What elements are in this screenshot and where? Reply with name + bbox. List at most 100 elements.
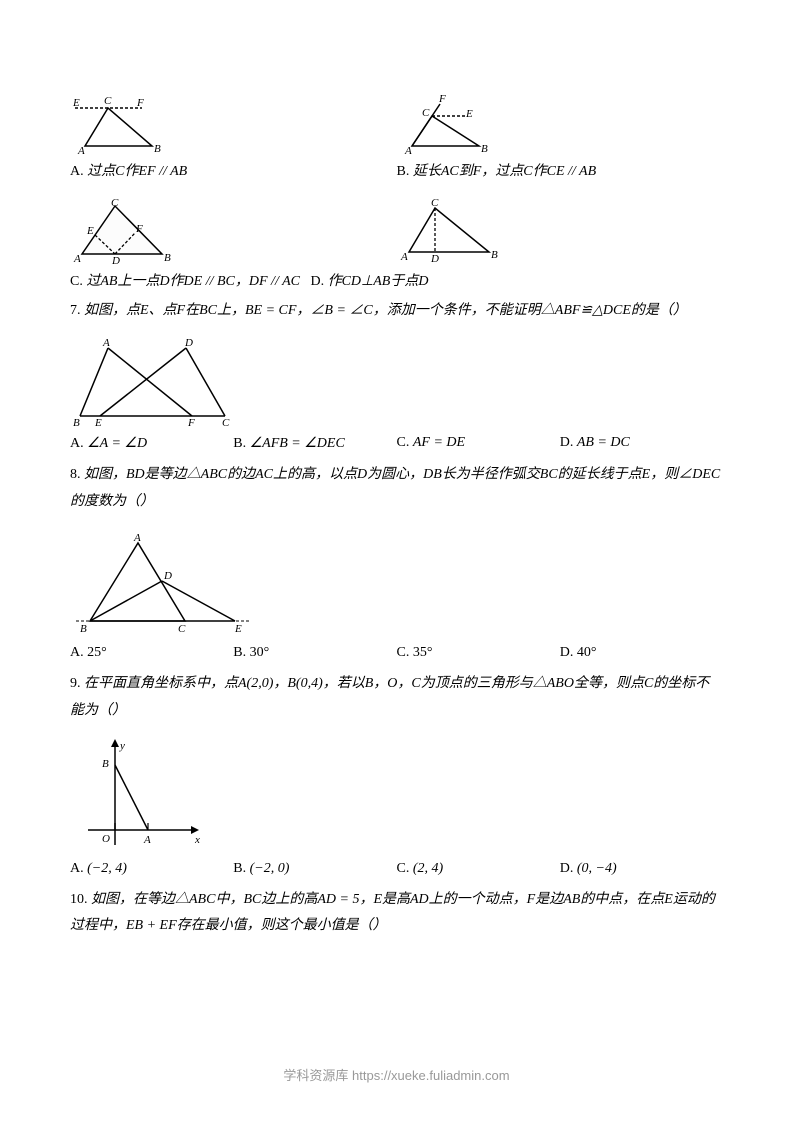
cap-b-prefix: B.	[397, 164, 410, 179]
q9c-p: C.	[397, 861, 410, 876]
lbl-c-B: B	[164, 252, 171, 264]
q8-D: D	[163, 570, 172, 582]
q8b-t: 30°	[250, 645, 270, 660]
q7-E: E	[94, 417, 102, 429]
q9-opt-a: A. (−2, 4)	[70, 861, 233, 877]
svg-fig-d: C A D B	[397, 196, 512, 264]
fig-b-block: F C E A B	[397, 90, 724, 160]
q8-opt-a: A. 25°	[70, 645, 233, 661]
lbl-a-E: E	[72, 97, 80, 109]
cap-c-prefix: C.	[70, 274, 83, 289]
q7-opt-b: B. ∠AFB = ∠DEC	[233, 435, 396, 452]
lbl-c-C: C	[111, 197, 119, 209]
q7d-t: AB = DC	[577, 435, 630, 450]
svg-q8: A D B C E	[70, 529, 260, 639]
q8d-p: D.	[560, 645, 574, 660]
page-footer: 学科资源库 https://xueke.fuliadmin.com	[0, 1065, 793, 1084]
q7d-p: D.	[560, 435, 574, 450]
q9-B: B	[102, 758, 109, 770]
lbl-d-D: D	[430, 253, 439, 264]
q10-text: 10. 如图，在等边△ABC中，BC边上的高AD = 5，E是高AD上的一个动点…	[70, 887, 723, 940]
q7a-t: ∠A = ∠D	[87, 436, 147, 451]
q9-opt-d: D. (0, −4)	[560, 861, 723, 877]
q9d-p: D.	[560, 861, 574, 876]
svg-q9: y B O A x	[80, 735, 210, 855]
svg-fig-b: F C E A B	[397, 94, 512, 156]
q8-opt-c: C. 35°	[397, 645, 560, 661]
caption-b: B. 延长AC到F，过点C作CE // AB	[397, 160, 724, 184]
fig-a-block: E C F A B	[70, 90, 397, 160]
fig-d-diagram: C A D B	[397, 196, 724, 264]
row-figs-ab: E C F A B F C E A B	[70, 90, 723, 160]
q7-diagram: A D B E F C	[70, 334, 723, 429]
cap-a-text: 过点C作EF // AB	[87, 164, 187, 179]
cap-a-prefix: A.	[70, 164, 84, 179]
lbl-b-B: B	[481, 143, 488, 155]
q7-D: D	[184, 337, 193, 349]
lbl-a-F: F	[136, 97, 144, 109]
cap-b-text: 延长AC到F，过点C作CE // AB	[413, 164, 596, 179]
q7-opt-d: D. AB = DC	[560, 435, 723, 452]
q7-C: C	[222, 417, 230, 429]
svg-fig-a: E C F A B	[70, 94, 175, 156]
cap-c-text: 过AB上一点D作DE // BC，DF // AC	[86, 274, 300, 289]
lbl-a-A: A	[77, 145, 85, 156]
fig-c-block: C E F A D B	[70, 192, 397, 270]
fig-a-diagram: E C F A B	[70, 94, 397, 156]
q8c-t: 35°	[413, 645, 433, 660]
q9-text: 9. 在平面直角坐标系中，点A(2,0)，B(0,4)，若以B，O，C为顶点的三…	[70, 671, 723, 724]
svg-q7: A D B E F C	[70, 334, 240, 429]
q8-B: B	[80, 623, 87, 635]
q8-num: 8.	[70, 467, 81, 482]
q8-C: C	[178, 623, 186, 635]
lbl-d-A: A	[400, 251, 408, 263]
q9d-t: (0, −4)	[577, 861, 617, 876]
q8-opt-b: B. 30°	[233, 645, 396, 661]
row-figs-cd: C E F A D B C A D B	[70, 192, 723, 270]
caption-cd: C. 过AB上一点D作DE // BC，DF // AC D. 作CD⊥AB于点…	[70, 270, 723, 294]
q9c-t: (2, 4)	[413, 861, 443, 876]
lbl-a-C: C	[104, 95, 112, 107]
lbl-b-E: E	[465, 108, 473, 120]
fig-d-block: C A D B	[397, 192, 724, 268]
q7-F: F	[187, 417, 195, 429]
q8d-t: 40°	[577, 645, 597, 660]
q8-A: A	[133, 532, 141, 544]
q9-O: O	[102, 833, 110, 845]
q7-B: B	[73, 417, 80, 429]
fig-b-diagram: F C E A B	[397, 94, 724, 156]
fig-c-diagram: C E F A D B	[70, 196, 397, 266]
q9-body: 在平面直角坐标系中，点A(2,0)，B(0,4)，若以B，O，C为顶点的三角形与…	[70, 676, 709, 718]
q8c-p: C.	[397, 645, 410, 660]
q8a-t: 25°	[87, 645, 107, 660]
caption-a: A. 过点C作EF // AB	[70, 160, 397, 184]
row-captions-ab: A. 过点C作EF // AB B. 延长AC到F，过点C作CE // AB	[70, 160, 723, 184]
q9a-t: (−2, 4)	[87, 861, 127, 876]
q8-E: E	[234, 623, 242, 635]
q9b-t: (−2, 0)	[250, 861, 290, 876]
lbl-d-C: C	[431, 197, 439, 209]
q9-x: x	[194, 834, 200, 846]
q7c-p: C.	[397, 435, 410, 450]
q7-opt-c: C. AF = DE	[397, 435, 560, 452]
q8a-p: A.	[70, 645, 84, 660]
q8-text: 8. 如图，BD是等边△ABC的边AC上的高，以点D为圆心，DB长为半径作弧交B…	[70, 462, 723, 515]
q7c-t: AF = DE	[413, 435, 465, 450]
q9-y: y	[119, 740, 125, 752]
lbl-c-A: A	[73, 253, 81, 265]
q9a-p: A.	[70, 861, 84, 876]
q7-options: A. ∠A = ∠D B. ∠AFB = ∠DEC C. AF = DE D. …	[70, 435, 723, 452]
q9b-p: B.	[233, 861, 246, 876]
lbl-c-D: D	[111, 255, 120, 266]
lbl-c-F: F	[135, 223, 143, 235]
q10-num: 10.	[70, 892, 88, 907]
lbl-b-C: C	[422, 107, 430, 119]
q7a-p: A.	[70, 436, 84, 451]
q8-diagram: A D B C E	[70, 529, 723, 639]
q9-opt-c: C. (2, 4)	[397, 861, 560, 877]
cap-d-text: 作CD⊥AB于点D	[328, 274, 429, 289]
q9-A: A	[143, 834, 151, 846]
q9-diagram: y B O A x	[80, 735, 723, 855]
svg-fig-c: C E F A D B	[70, 196, 185, 266]
lbl-c-E: E	[86, 225, 94, 237]
